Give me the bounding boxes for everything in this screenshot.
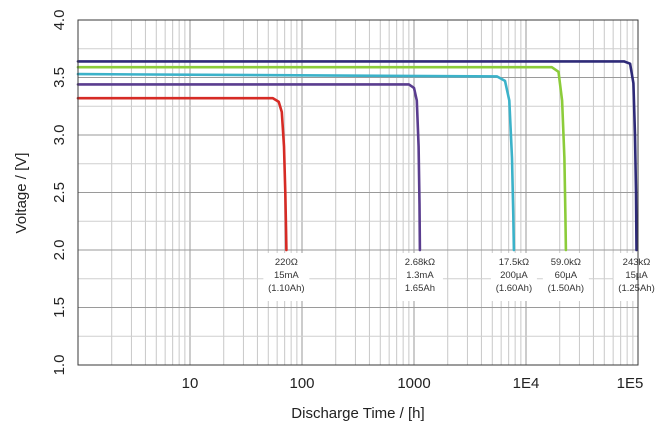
y-axis-title: Voltage / [V] — [13, 153, 30, 234]
y-tick-label: 1.0 — [51, 355, 68, 376]
annotation-label: (1.50Ah) — [548, 283, 584, 294]
annotation-label: 15µA — [625, 270, 648, 281]
x-tick-label: 1000 — [397, 375, 430, 392]
annotation-box — [396, 253, 443, 301]
series-line-1 — [76, 96, 288, 252]
x-axis-title: Discharge Time / [h] — [291, 405, 424, 422]
y-tick-label: 3.5 — [51, 67, 68, 88]
x-tick-label: 1E4 — [513, 375, 540, 392]
x-tick-label: 10 — [182, 375, 199, 392]
annotation-box — [613, 253, 655, 301]
series-line-2 — [76, 83, 422, 252]
y-tick-label: 3.0 — [51, 125, 68, 146]
series-line-4 — [76, 65, 568, 252]
x-tick-label: 1E5 — [617, 375, 644, 392]
annotation-box — [542, 253, 589, 301]
annotation-label: (1.60Ah) — [496, 283, 532, 294]
y-tick-label: 2.5 — [51, 182, 68, 203]
annotation-label: 1.65Ah — [405, 283, 435, 294]
series-lines — [76, 60, 638, 252]
y-tick-label: 4.0 — [51, 10, 68, 31]
annotation-label: (1.10Ah) — [268, 283, 304, 294]
tick-labels: 1.0 1.5 2.0 2.5 3.0 3.5 4.0 10 100 1000 1E4 1E5 — [51, 10, 643, 392]
annotation-label: (1.25Ah) — [618, 283, 654, 294]
annotation-label: 243kΩ — [623, 257, 651, 268]
plot-frame — [77, 19, 639, 366]
annotation-label: 1.3mA — [406, 270, 434, 281]
annotation-label: 15mA — [274, 270, 299, 281]
annotation-label: 59.0kΩ — [551, 257, 581, 268]
y-tick-label: 2.0 — [51, 240, 68, 261]
annotation-label: 60µA — [555, 270, 578, 281]
x-tick-label: 100 — [289, 375, 314, 392]
annotation-label: 220Ω — [275, 257, 298, 268]
annotation-label: 17.5kΩ — [499, 257, 529, 268]
annotation-box — [490, 253, 537, 301]
annotations: 220Ω 15mA (1.10Ah) 2.68kΩ 1.3mA 1.65Ah 17.5kΩ 2… — [263, 253, 655, 301]
series-line-5 — [76, 60, 638, 252]
series-line-3 — [76, 72, 516, 252]
annotation-box — [263, 253, 310, 301]
y-tick-label: 1.5 — [51, 297, 68, 318]
annotation-label: 2.68kΩ — [405, 257, 435, 268]
annotation-label: 200µA — [500, 270, 528, 281]
